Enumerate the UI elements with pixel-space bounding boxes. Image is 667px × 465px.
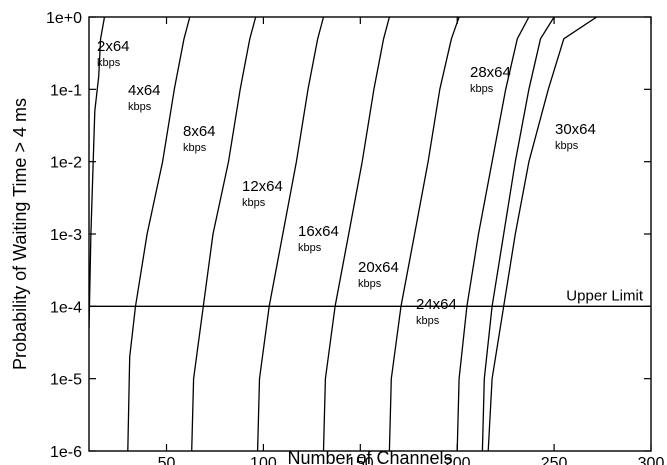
series-unit-16x64: kbps [298, 242, 322, 254]
series-unit-12x64: kbps [242, 197, 266, 209]
x-tick-label: 100 [250, 455, 277, 465]
y-tick-label: 1e-2 [50, 155, 82, 172]
series-line-12x64 [256, 17, 325, 451]
series-labels: 2x64 kbps 4x64 kbps 8x64 kbps 12x64 kbps 16x64 kb… [97, 38, 596, 327]
x-tick-label: 300 [638, 455, 665, 465]
series-label-30x64: 30x64 [555, 121, 596, 138]
series-label-28x64: 28x64 [470, 64, 511, 81]
x-tick-label: 50 [158, 455, 176, 465]
x-tick-label: 150 [347, 455, 374, 465]
series-line-4x64 [127, 17, 191, 451]
series-unit-24x64: kbps [416, 315, 440, 327]
y-axis-title: Probability of Waiting Time > 4 ms [10, 98, 30, 370]
x-tick-label: 200 [444, 455, 471, 465]
plot-content [89, 17, 598, 451]
y-tick-label: 1e-4 [50, 299, 82, 316]
series-label-2x64: 2x64 [97, 38, 130, 55]
series-label-20x64: 20x64 [358, 259, 399, 276]
series-line-24x64 [456, 17, 530, 451]
upper-limit-label: Upper Limit [566, 287, 644, 304]
y-tick-label: 1e-6 [50, 444, 82, 461]
plot-frame [88, 16, 652, 452]
series-unit-28x64: kbps [470, 83, 494, 95]
series-label-8x64: 8x64 [183, 123, 216, 140]
y-tick-label: 1e+0 [46, 10, 82, 27]
series-line-28x64 [481, 17, 555, 451]
series-label-24x64: 24x64 [416, 296, 457, 313]
series-unit-8x64: kbps [183, 142, 207, 154]
y-tick-label: 1e-1 [50, 82, 82, 99]
series-unit-4x64: kbps [128, 101, 152, 113]
threshold-layer: Upper Limit [89, 287, 651, 308]
series-unit-2x64: kbps [97, 57, 121, 69]
y-tick-label: 1e-5 [50, 372, 82, 389]
series-line-30x64 [487, 17, 598, 451]
series-label-4x64: 4x64 [128, 82, 161, 99]
series-label-16x64: 16x64 [298, 223, 339, 240]
y-tick-label: 1e-3 [50, 227, 82, 244]
series-line-16x64 [322, 17, 391, 451]
x-tick-labels: 50 100 150 200 250 300 [158, 455, 665, 465]
series-unit-30x64: kbps [555, 140, 579, 152]
x-tick-label: 250 [541, 455, 568, 465]
series-line-8x64 [191, 17, 257, 451]
y-tick-labels: 1e-6 1e-5 1e-4 1e-3 1e-2 1e-1 1e+0 [46, 10, 82, 461]
series-unit-20x64: kbps [358, 278, 382, 290]
series-label-12x64: 12x64 [242, 178, 283, 195]
series-line-20x64 [388, 17, 460, 451]
x-axis-title: Number of Channels [287, 448, 452, 465]
series-line-2x64 [89, 17, 106, 329]
axis-ticks [89, 16, 652, 452]
